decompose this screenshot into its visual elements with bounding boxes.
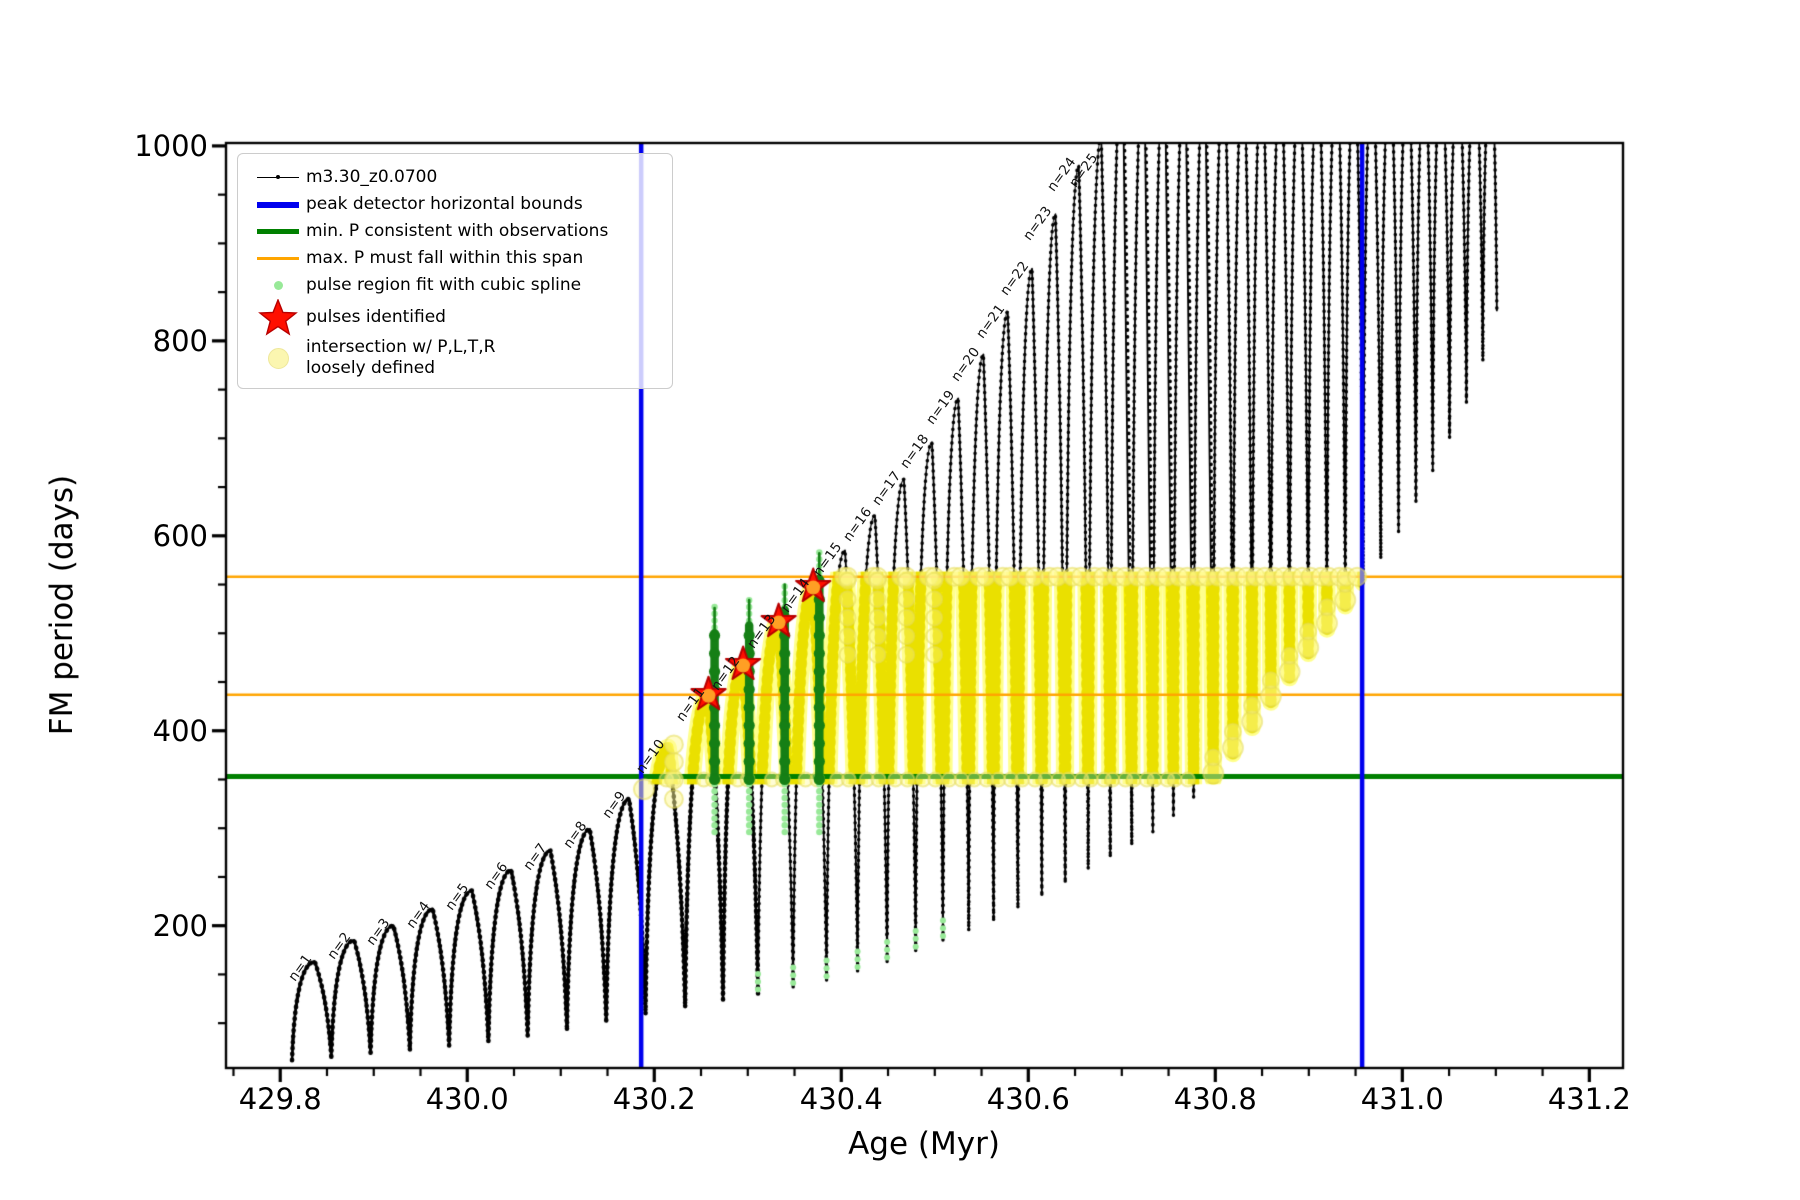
y-tick-label: 1000 xyxy=(134,128,208,163)
x-tick-label: 430.0 xyxy=(425,1082,509,1116)
legend-label: pulse region fit with cubic spline xyxy=(306,274,582,295)
green-line-icon xyxy=(250,229,306,234)
x-tick-label: 431.2 xyxy=(1547,1082,1631,1116)
y-axis-title: FM period (days) xyxy=(44,474,80,736)
legend-label: intersection w/ P,L,T,R loosely defined xyxy=(306,337,496,379)
x-tick-label: 430.2 xyxy=(612,1082,696,1116)
legend-item-pulses-identified: pulses identified xyxy=(250,299,658,337)
x-tick-label: 430.8 xyxy=(1173,1082,1257,1116)
legend-item-max-p-span: max. P must fall within this span xyxy=(250,245,658,272)
legend-label: max. P must fall within this span xyxy=(306,247,584,268)
x-tick-label: 430.4 xyxy=(799,1082,883,1116)
series-line-icon xyxy=(250,175,306,180)
legend-item-series: m3.30_z0.0700 xyxy=(250,164,658,191)
y-tick-label: 600 xyxy=(152,518,208,553)
legend: m3.30_z0.0700 peak detector horizontal b… xyxy=(237,153,673,389)
blue-line-icon xyxy=(250,201,306,208)
legend-item-intersection: intersection w/ P,L,T,R loosely defined xyxy=(250,337,658,380)
legend-item-blue-bounds: peak detector horizontal bounds xyxy=(250,191,658,218)
y-tick-label: 800 xyxy=(152,323,208,358)
legend-label: peak detector horizontal bounds xyxy=(306,193,583,214)
legend-label: min. P consistent with observations xyxy=(306,220,609,241)
x-tick-label: 431.0 xyxy=(1360,1082,1444,1116)
orange-line-icon xyxy=(250,257,306,260)
x-tick-label: 429.8 xyxy=(238,1082,322,1116)
y-tick-label: 400 xyxy=(152,713,208,748)
lightgreen-dot-icon xyxy=(250,281,306,290)
legend-label: m3.30_z0.0700 xyxy=(306,166,438,187)
y-tick-label: 200 xyxy=(152,908,208,943)
legend-item-min-p: min. P consistent with observations xyxy=(250,218,658,245)
paleyellow-dot-icon xyxy=(250,347,306,369)
x-axis-title: Age (Myr) xyxy=(848,1126,1000,1162)
legend-item-pulse-fit: pulse region fit with cubic spline xyxy=(250,272,658,299)
red-star-icon xyxy=(250,299,306,337)
legend-label: pulses identified xyxy=(306,307,446,328)
x-tick-label: 430.6 xyxy=(986,1082,1070,1116)
